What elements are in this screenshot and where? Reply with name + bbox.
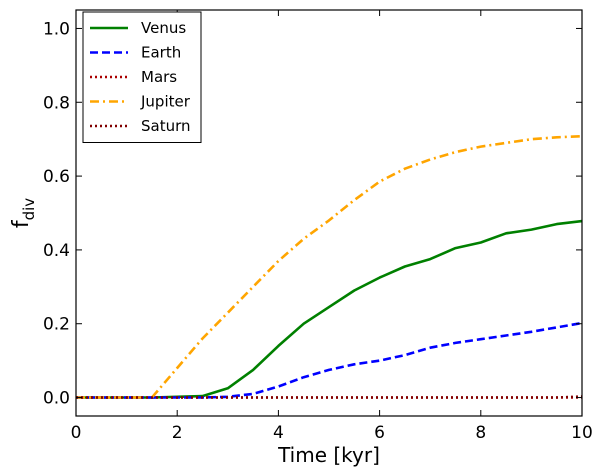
x-tick-label: 6 <box>374 423 385 443</box>
legend-label-mars: Mars <box>141 68 177 86</box>
legend-label-saturn: Saturn <box>141 117 191 135</box>
series-layer <box>76 134 583 399</box>
x-tick-label: 0 <box>71 423 82 443</box>
y-tick-label: 0.0 <box>43 389 70 409</box>
y-tick-label: 0.2 <box>43 315 70 335</box>
y-axis-label: fdiv <box>9 198 38 228</box>
x-tick-label: 4 <box>273 423 284 443</box>
y-axis-label-sub: div <box>20 198 38 221</box>
ticks-layer: 0 2 4 6 8 10 0.0 0.2 0.4 0.6 0.8 1.0 <box>43 10 593 443</box>
plot-frame <box>75 9 583 417</box>
legend: Venus Earth Mars Jupiter Saturn <box>82 11 202 143</box>
y-tick-label: 0.8 <box>43 93 70 113</box>
x-tick-label: 2 <box>172 423 183 443</box>
series-line-jupiter <box>76 134 583 399</box>
legend-label-jupiter: Jupiter <box>140 93 191 111</box>
y-tick-label: 0.4 <box>43 241 70 261</box>
y-tick-label: 0.6 <box>43 167 70 187</box>
y-axis-label-main: f <box>9 219 34 228</box>
x-tick-label: 8 <box>475 423 486 443</box>
y-tick-label: 1.0 <box>43 19 70 39</box>
series-line-earth <box>76 321 583 399</box>
legend-box <box>82 11 202 143</box>
series-line-saturn <box>76 395 583 399</box>
x-axis-label: Time [kyr] <box>277 443 380 467</box>
legend-label-earth: Earth <box>141 44 181 62</box>
x-tick-label: 10 <box>571 423 593 443</box>
legend-label-venus: Venus <box>141 19 186 37</box>
